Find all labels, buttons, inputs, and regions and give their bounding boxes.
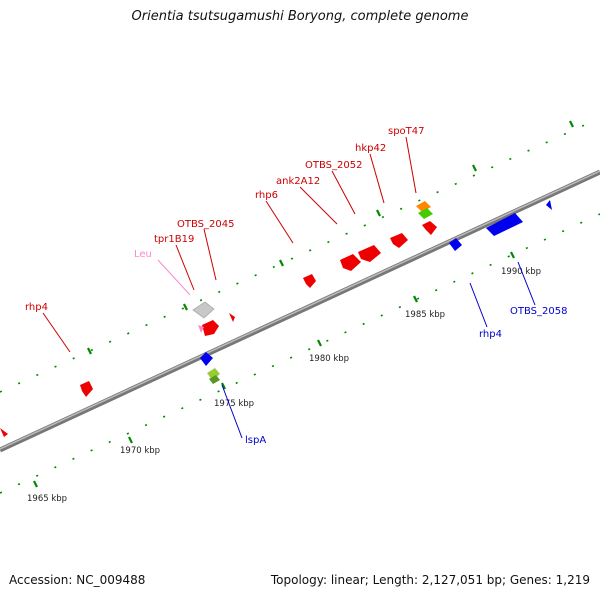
genome-title: Orientia tsutsugamushi Boryong, complete… [131,9,469,24]
gene-label-rhp4-forward: rhp4 [25,302,48,313]
scale-label: 1975 kbp [214,399,254,409]
accession-footer: Accession: NC_009488 [9,573,146,587]
scale-label: 1980 kbp [309,354,349,364]
orange-feature-block [416,201,431,212]
rrna-block [192,301,215,319]
genome-axis [0,169,600,453]
gene-arrow-reverse [486,213,523,236]
gene-arrow-reverse [546,200,552,210]
green-feature-block [418,208,433,219]
gene-arrow-forward [422,221,437,235]
label-leaders-top [42,136,417,353]
gene-label-hkp42: hkp42 [355,143,386,154]
gene-arrow-forward [358,245,381,262]
gene-label-rhp4-reverse: rhp4 [479,329,502,340]
topology-footer: Topology: linear; Length: 2,127,051 bp; … [270,573,590,587]
forward-genes[interactable] [0,221,437,437]
gene-label-lspa: lspA [245,435,266,446]
gene-arrow-forward [0,428,8,437]
gene-arrow-forward [303,274,316,288]
green-feature-block-small [209,375,220,384]
gene-arrow-reverse [200,352,213,366]
gene-label-tpr1b19: tpr1B19 [154,234,194,245]
gene-label-otbs-2052: OTBS_2052 [305,160,362,171]
gene-labels[interactable]: rhp4 Leu tpr1B19 OTBS_2045 rhp6 ank2A12 … [25,126,567,446]
gene-label-ank2a12: ank2A12 [276,176,320,187]
gene-arrow-forward [229,313,235,322]
gene-label-rhp6: rhp6 [255,190,278,201]
gene-label-spot47: spoT47 [388,126,425,137]
reverse-genes[interactable] [200,200,552,366]
scale-labels: 1965 kbp 1970 kbp 1975 kbp 1980 kbp 1985… [27,267,541,504]
scale-label: 1970 kbp [120,446,160,456]
yellowgreen-feature-block [207,368,220,380]
scale-label: 1965 kbp [27,494,67,504]
gene-arrow-reverse [449,238,462,251]
label-leaders-bottom [221,261,536,439]
gene-label-otbs-2045: OTBS_2045 [177,219,234,230]
gene-label-leu: Leu [134,249,152,260]
gene-label-otbs-2058: OTBS_2058 [510,306,567,317]
scale-label: 1985 kbp [405,310,445,320]
gene-arrow-forward [340,254,361,271]
gene-arrow-forward [202,320,219,336]
scale-label: 1990 kbp [501,267,541,277]
major-ticks [33,120,574,488]
trna-leu-marker [198,325,204,333]
special-features[interactable] [192,201,433,384]
gene-arrow-forward [390,233,408,248]
gene-arrow-forward [80,381,93,397]
